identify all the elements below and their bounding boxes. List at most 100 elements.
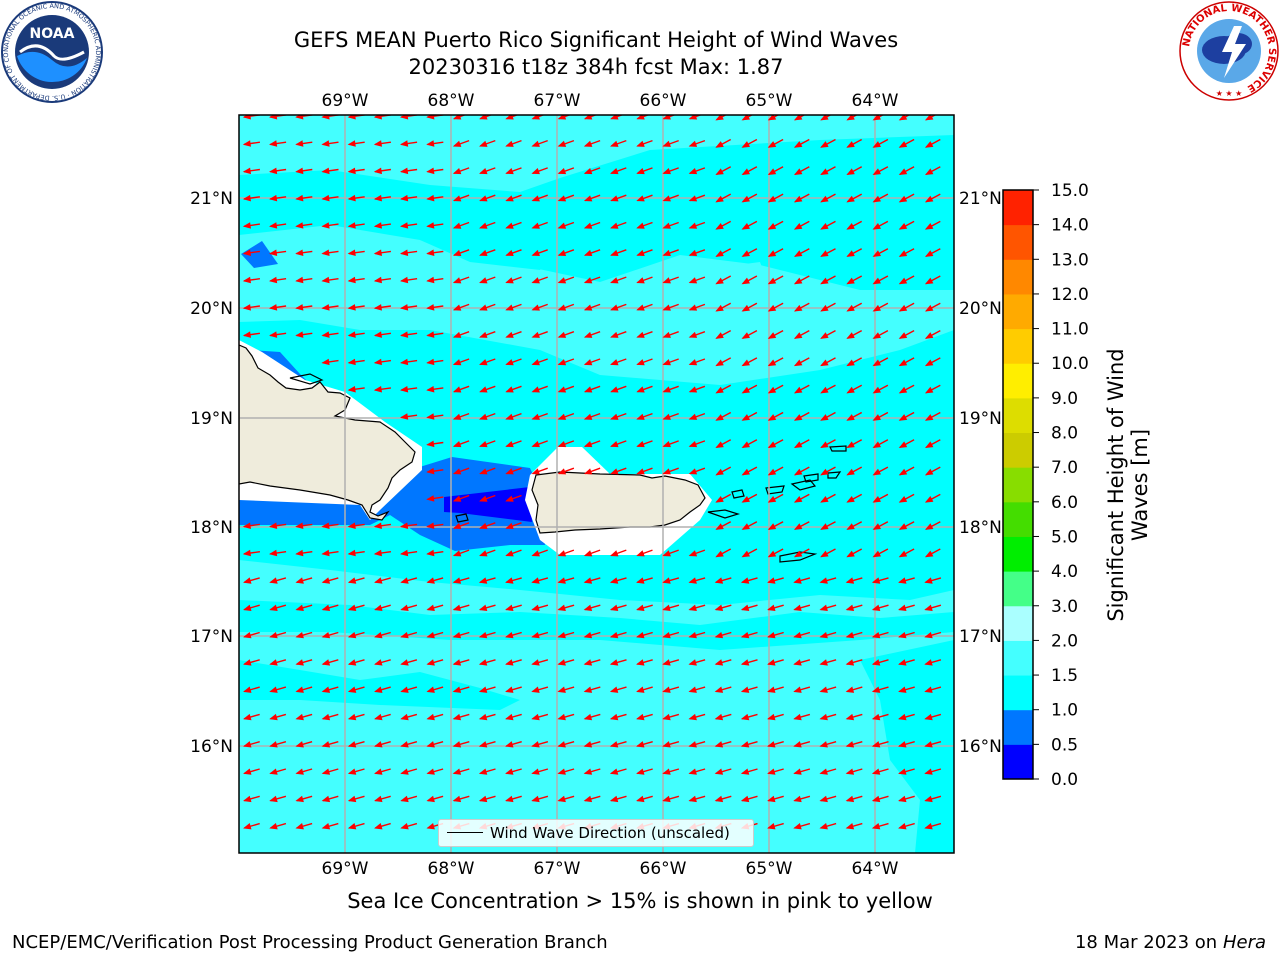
wave-direction-arrowhead bbox=[505, 441, 514, 448]
wave-direction-arrowhead bbox=[793, 141, 803, 148]
wave-direction-arrowhead bbox=[688, 140, 698, 147]
wave-direction-arrowhead bbox=[347, 276, 356, 284]
wave-direction-arrowhead bbox=[846, 168, 855, 176]
wave-direction-arrowhead bbox=[426, 522, 435, 529]
wave-direction-arrowhead bbox=[793, 304, 803, 312]
wave-direction-arrowhead bbox=[400, 604, 409, 611]
wave-direction-arrowhead bbox=[583, 331, 593, 338]
wave-direction-arrowhead bbox=[347, 577, 357, 584]
map-frame bbox=[238, 114, 955, 854]
wave-direction-arrowhead bbox=[793, 468, 803, 476]
wave-direction-arrowhead bbox=[636, 441, 645, 448]
wave-direction-arrowhead bbox=[871, 713, 881, 721]
wave-direction-arrowhead bbox=[662, 768, 671, 775]
wave-direction-arrowhead bbox=[688, 413, 698, 420]
wave-direction-arrowhead bbox=[557, 768, 566, 775]
wave-direction-arrowhead bbox=[426, 549, 435, 557]
wave-direction-arrowhead bbox=[531, 413, 540, 420]
y-tick-right: 19°N bbox=[959, 409, 1002, 429]
wave-direction-arrowhead bbox=[505, 495, 514, 502]
wave-direction-arrowhead bbox=[242, 167, 252, 175]
wave-direction-arrowhead bbox=[321, 304, 330, 311]
wave-direction-arrowhead bbox=[400, 631, 409, 639]
wave-direction-arrowhead bbox=[793, 414, 803, 421]
wave-direction-arrowhead bbox=[374, 577, 383, 584]
wave-direction-arrowhead bbox=[662, 741, 671, 748]
wave-direction-arrowhead bbox=[715, 250, 724, 257]
wave-direction-arrowhead bbox=[924, 441, 934, 449]
wave-direction-arrowhead bbox=[740, 741, 750, 748]
wave-direction-arrowhead bbox=[400, 304, 409, 311]
wave-direction-arrowhead bbox=[819, 768, 828, 775]
wave-direction-arrowhead bbox=[452, 550, 462, 557]
wave-direction-arrowhead bbox=[767, 604, 776, 611]
y-tick-right: 18°N bbox=[959, 518, 1002, 538]
wave-direction-arrowhead bbox=[505, 304, 514, 311]
wave-direction-arrowhead bbox=[242, 276, 252, 284]
wave-direction-arrowhead bbox=[714, 604, 724, 611]
colorbar-tick-label: 2.0 bbox=[1051, 631, 1078, 651]
wave-direction-arrowhead bbox=[505, 140, 514, 147]
wave-direction-arrowhead bbox=[767, 468, 777, 476]
wave-direction-arrowhead bbox=[898, 168, 908, 176]
wave-direction-arrowhead bbox=[479, 495, 488, 502]
colorbar-segment bbox=[1003, 363, 1033, 399]
colorbar-segment bbox=[1003, 432, 1033, 468]
wave-direction-arrowhead bbox=[347, 331, 356, 338]
wave-direction-arrowhead bbox=[688, 468, 698, 475]
wave-direction-arrowhead bbox=[898, 386, 908, 394]
wave-direction-arrowhead bbox=[924, 386, 934, 394]
wave-direction-arrowhead bbox=[426, 385, 435, 393]
wave-direction-arrowhead bbox=[557, 222, 567, 229]
colorbar-segment bbox=[1003, 709, 1033, 745]
wave-direction-arrowhead bbox=[531, 359, 540, 366]
wave-direction-arrowhead bbox=[872, 441, 881, 449]
wave-direction-arrowhead bbox=[715, 141, 724, 148]
wave-direction-arrowhead bbox=[610, 550, 619, 557]
wave-direction-arrowhead bbox=[400, 741, 409, 748]
wave-direction-arrowhead bbox=[426, 686, 435, 693]
wave-direction-arrowhead bbox=[269, 631, 278, 639]
wave-direction-arrowhead bbox=[636, 249, 645, 257]
wave-direction-arrowhead bbox=[583, 604, 593, 611]
wave-direction-arrowhead bbox=[321, 686, 331, 693]
wave-direction-arrowhead bbox=[479, 331, 488, 338]
colorbar-segment bbox=[1003, 190, 1033, 226]
wave-direction-arrowhead bbox=[793, 550, 803, 558]
wave-direction-arrowhead bbox=[583, 631, 593, 639]
wave-direction-arrowhead bbox=[662, 795, 671, 803]
wave-direction-arrowhead bbox=[872, 168, 881, 176]
wave-direction-arrowhead bbox=[714, 768, 724, 775]
colorbar-tick-label: 12.0 bbox=[1051, 285, 1089, 305]
wave-direction-arrowhead bbox=[767, 277, 777, 285]
wave-direction-arrowhead bbox=[741, 277, 750, 285]
y-tick-left: 18°N bbox=[190, 518, 233, 538]
wave-direction-arrowhead bbox=[269, 795, 278, 803]
wave-direction-arrowhead bbox=[452, 249, 462, 257]
wave-direction-arrowhead bbox=[872, 550, 881, 558]
wave-direction-arrowhead bbox=[741, 468, 750, 476]
wave-direction-arrowhead bbox=[845, 768, 855, 775]
wave-direction-arrowhead bbox=[452, 386, 462, 393]
wave-direction-arrowhead bbox=[662, 195, 671, 202]
wave-direction-arrowhead bbox=[505, 604, 514, 611]
wave-direction-arrowhead bbox=[295, 823, 304, 830]
x-tick-bottom: 65°W bbox=[746, 859, 793, 879]
wave-direction-arrowhead bbox=[872, 523, 881, 530]
wave-direction-arrowhead bbox=[662, 277, 671, 284]
wave-direction-arrowhead bbox=[347, 631, 357, 639]
wave-direction-arrowhead bbox=[871, 577, 881, 584]
map-plot-area bbox=[239, 115, 954, 853]
wave-direction-arrowhead bbox=[898, 550, 908, 558]
wave-direction-arrowhead bbox=[767, 195, 777, 203]
wave-direction-arrowhead bbox=[609, 795, 619, 803]
colorbar-tick-label: 9.0 bbox=[1051, 389, 1078, 409]
wave-direction-arrowhead bbox=[741, 495, 750, 503]
wave-direction-arrowhead bbox=[505, 577, 514, 584]
wave-direction-arrowhead bbox=[846, 222, 855, 230]
wave-direction-arrowhead bbox=[872, 277, 881, 285]
wave-direction-arrowhead bbox=[793, 277, 803, 285]
nws-logo: NATIONAL WEATHER SERVICE ★ ★ ★ bbox=[1179, 1, 1279, 101]
wave-direction-arrowhead bbox=[426, 222, 435, 229]
wave-direction-arrowhead bbox=[767, 304, 777, 312]
